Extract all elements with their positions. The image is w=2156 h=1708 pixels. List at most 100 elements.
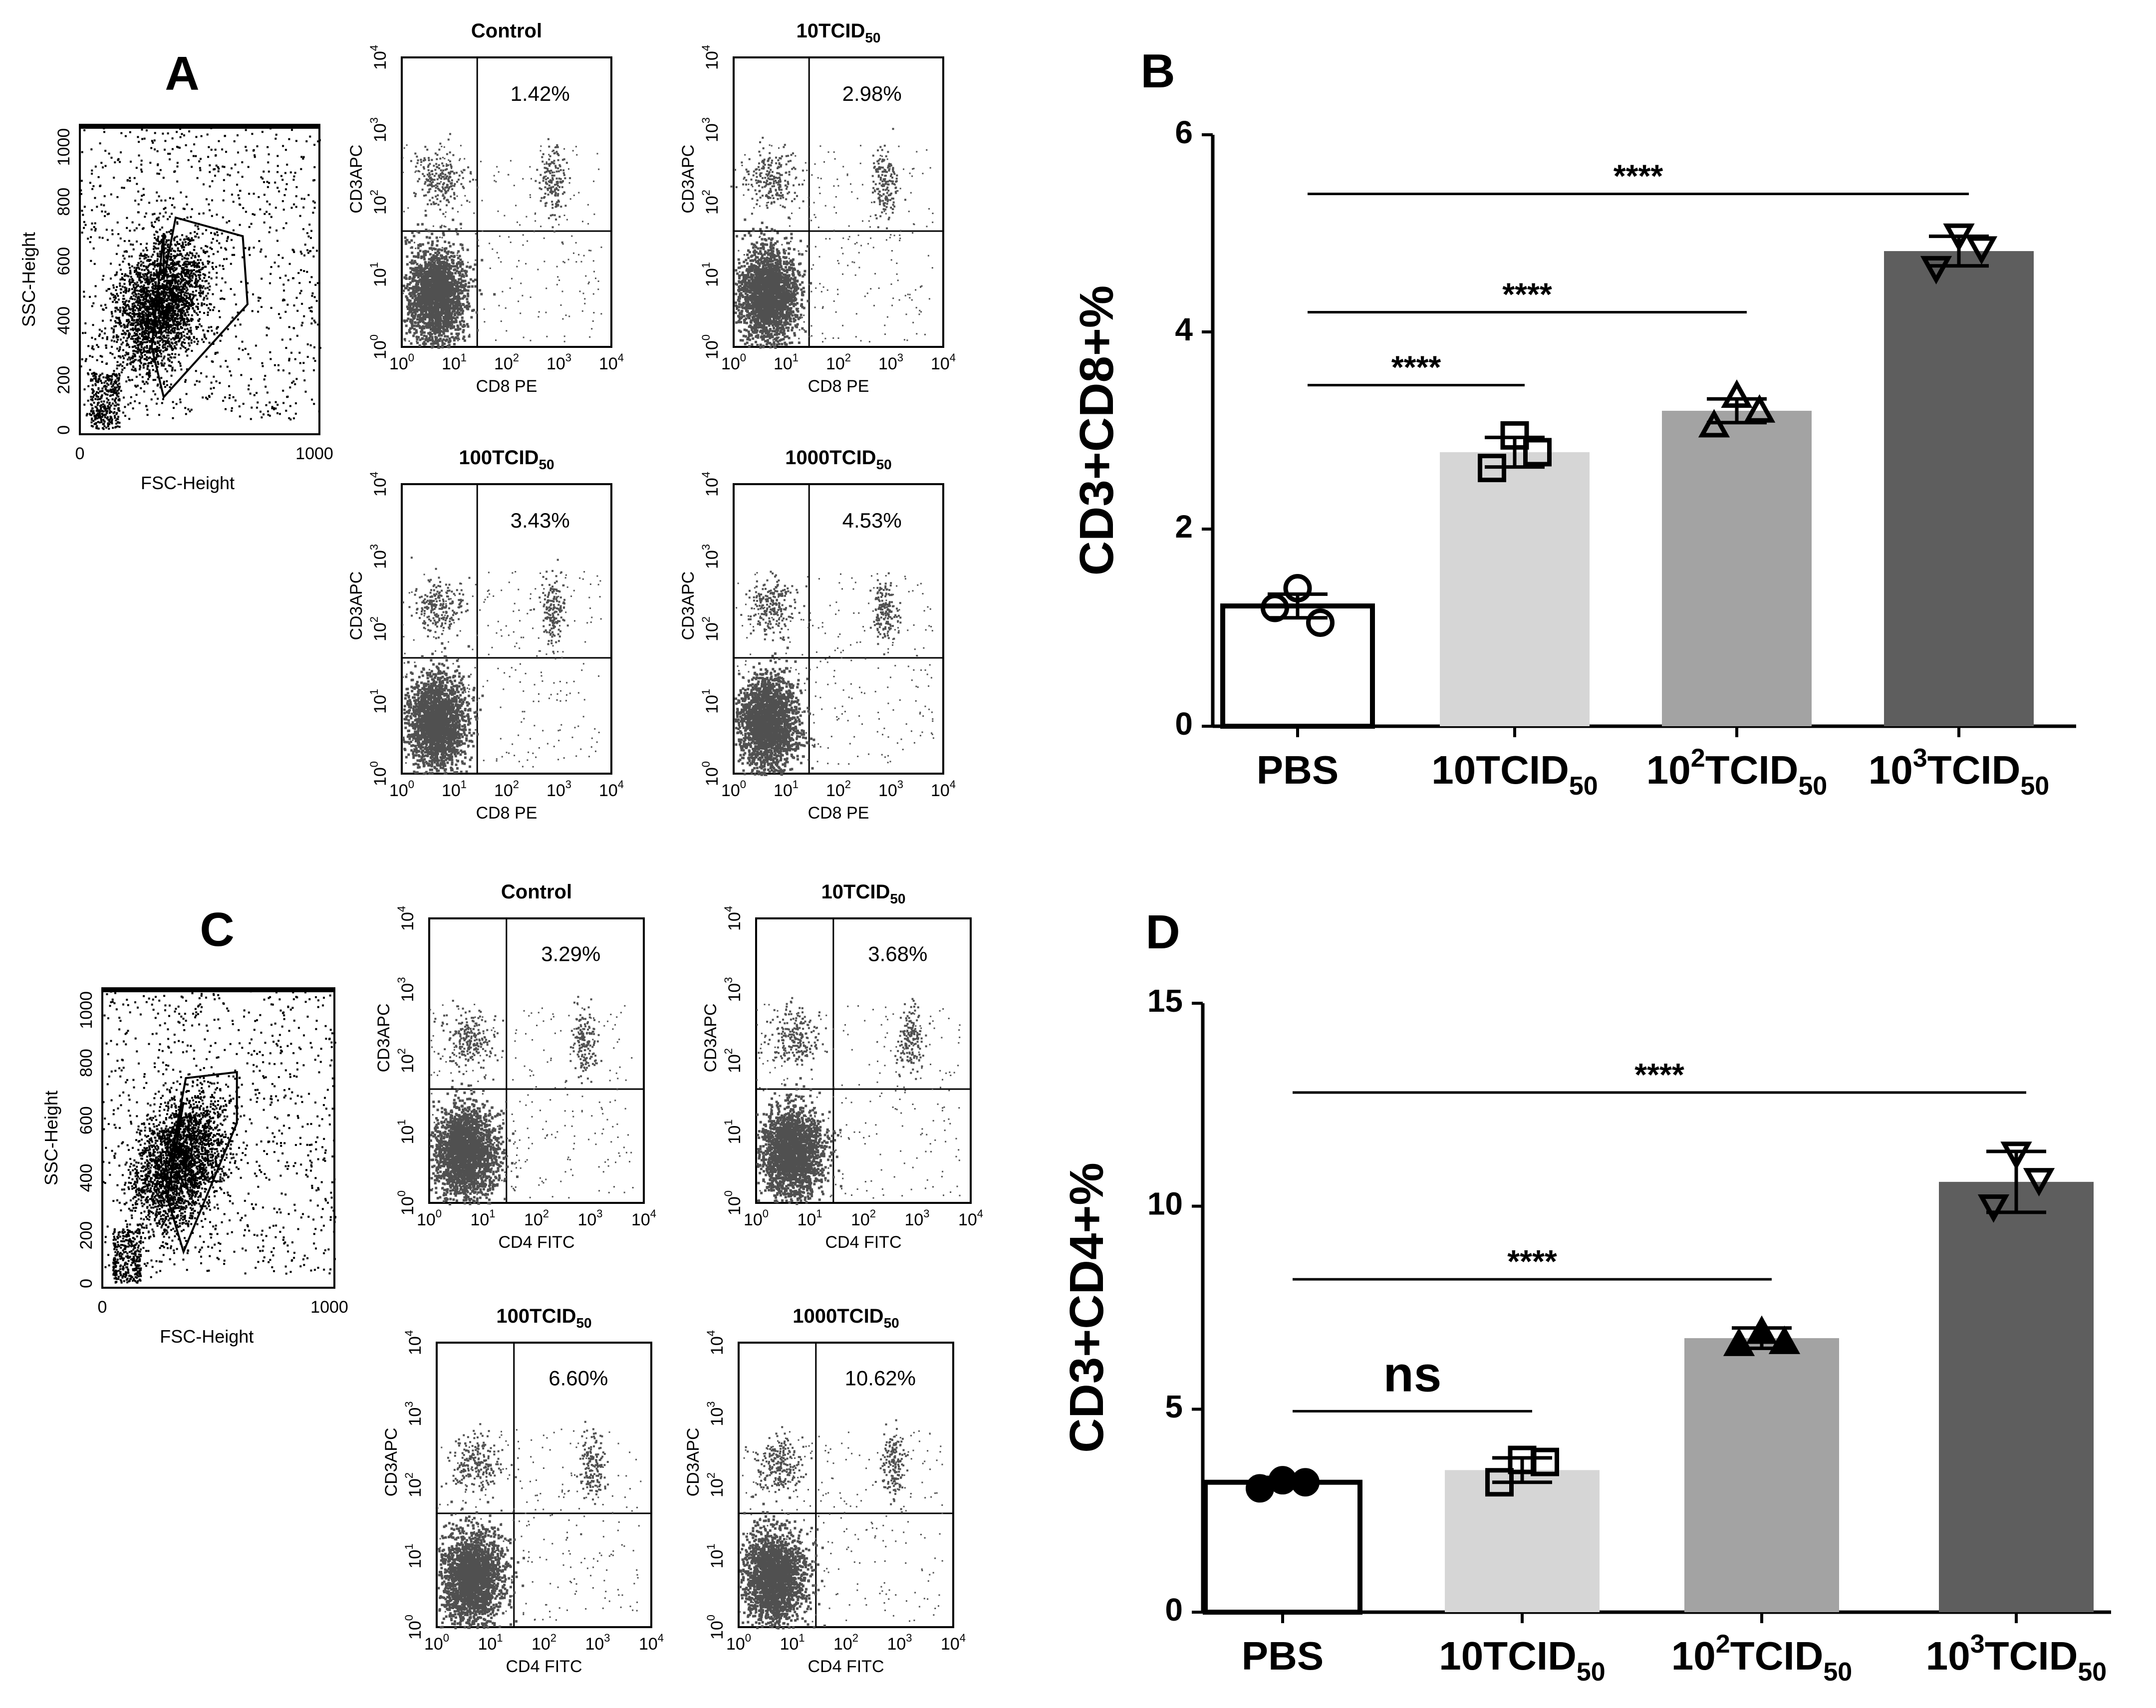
- ssc-tick-label: 600: [77, 1106, 96, 1135]
- x-channel-label: CD8 PE: [808, 377, 869, 396]
- log-tick-x: 102: [494, 778, 519, 800]
- log-tick-x: 100: [424, 1632, 449, 1654]
- log-tick-base: 10: [941, 1635, 960, 1654]
- log-tick-x: 100: [417, 1207, 442, 1229]
- log-tick-y: 103: [368, 544, 390, 569]
- log-tick-exp: 0: [408, 351, 414, 364]
- data-point: [1743, 394, 1776, 423]
- log-tick-x: 102: [494, 351, 519, 373]
- quad-events: [402, 557, 602, 775]
- log-tick-x: 101: [470, 1207, 495, 1229]
- log-tick-exp: 0: [740, 778, 746, 791]
- log-tick-exp: 3: [604, 1632, 610, 1644]
- y-channel-label: CD3APC: [679, 145, 698, 214]
- log-tick-x: 101: [774, 351, 799, 373]
- bar-0: [1220, 603, 1375, 729]
- quad-title-main: 1000TCID: [793, 1305, 883, 1327]
- quad-title-sub: 50: [576, 1315, 591, 1331]
- quadrant-plot-c-1000: 1000TCID5010.62%100100101101102102103103…: [684, 1305, 966, 1676]
- data-point: [2000, 1141, 2032, 1170]
- ssc-tick-label: 0: [54, 425, 73, 435]
- category-sub: 50: [2078, 1658, 2107, 1687]
- quad-title: 1000TCID50: [785, 447, 891, 472]
- data-point: [1965, 236, 1998, 265]
- log-tick-base: 10: [639, 1635, 658, 1654]
- log-tick-base: 10: [371, 268, 390, 287]
- log-tick-exp: 4: [705, 1330, 717, 1336]
- quadrant-plot-a-control: Control1.42%1001001011011021021031031041…: [347, 20, 624, 396]
- log-tick-base: 10: [931, 354, 950, 373]
- log-tick-base: 10: [389, 354, 408, 373]
- log-tick-y: 104: [700, 45, 722, 70]
- scatter-events: [80, 125, 321, 430]
- log-tick-exp: 1: [700, 262, 712, 268]
- log-tick-base: 10: [721, 354, 740, 373]
- log-tick-x: 103: [878, 778, 903, 800]
- log-tick-base: 10: [725, 1126, 744, 1144]
- ssc-tick-label: 600: [54, 247, 73, 276]
- quad-title-main: 1000TCID: [785, 447, 876, 469]
- y-channel-label: CD3APC: [374, 1003, 393, 1072]
- log-tick-base: 10: [797, 1210, 816, 1229]
- log-tick-x: 103: [904, 1207, 929, 1229]
- category-label-1: 10TCID50: [1439, 1634, 1605, 1687]
- quad-title-sub: 50: [890, 891, 905, 906]
- log-tick-exp: 3: [368, 544, 380, 550]
- significance-label-2: ****: [1614, 158, 1663, 194]
- ssc-tick-label: 400: [54, 306, 73, 335]
- category-sup: 3: [1913, 744, 1927, 773]
- log-tick-exp: 1: [461, 778, 467, 791]
- quad-events: [402, 133, 602, 349]
- log-tick-base: 10: [904, 1210, 923, 1229]
- gate-polygon: [150, 216, 249, 399]
- quadrant-percent: 3.29%: [541, 942, 600, 966]
- log-tick-exp: 4: [700, 45, 712, 51]
- category-sup: 2: [1716, 1630, 1730, 1659]
- log-tick-exp: 0: [700, 334, 712, 340]
- significance-label-0: ****: [1391, 349, 1441, 385]
- bar-1: [1445, 1470, 1600, 1612]
- log-tick-base: 10: [826, 781, 845, 800]
- log-tick-base: 10: [470, 1210, 489, 1229]
- y-axis-label: CD3+CD4+%: [1060, 1162, 1113, 1453]
- category-label-2: 102TCID50: [1671, 1630, 1852, 1687]
- log-tick-x: 101: [780, 1632, 805, 1654]
- category-base: 10TCID: [1431, 748, 1569, 792]
- log-tick-base: 10: [371, 51, 390, 70]
- category-sub: 50: [2020, 772, 2049, 801]
- log-tick-base: 10: [442, 781, 461, 800]
- log-tick-y: 104: [395, 906, 417, 931]
- ssc-tick-label: 400: [77, 1164, 96, 1192]
- log-tick-y: 100: [368, 761, 390, 786]
- log-tick-exp: 0: [408, 778, 414, 791]
- data-point: [1920, 256, 1952, 285]
- quad-frame: [733, 483, 944, 775]
- log-tick-base: 10: [708, 1478, 727, 1497]
- category-label-1: 10TCID50: [1431, 748, 1598, 801]
- log-tick-exp: 3: [705, 1401, 717, 1407]
- log-tick-x: 101: [478, 1632, 503, 1654]
- log-tick-y: 103: [368, 117, 390, 142]
- log-tick-y: 101: [722, 1119, 744, 1144]
- log-tick-exp: 2: [395, 1048, 408, 1054]
- category-base: 10TCID: [1439, 1634, 1577, 1678]
- log-tick-x: 101: [442, 351, 467, 373]
- ssc-tick-label: 800: [54, 188, 73, 216]
- log-tick-base: 10: [708, 1336, 727, 1355]
- log-tick-exp: 4: [977, 1207, 983, 1220]
- log-tick-x: 100: [389, 351, 414, 373]
- log-tick-y: 101: [700, 689, 722, 714]
- log-tick-exp: 2: [845, 778, 851, 791]
- log-tick-exp: 3: [395, 977, 408, 983]
- log-tick-base: 10: [406, 1336, 425, 1355]
- log-tick-x: 104: [631, 1207, 656, 1229]
- log-tick-exp: 1: [497, 1632, 503, 1644]
- category-base: 10: [1646, 748, 1691, 792]
- log-tick-base: 10: [703, 695, 722, 714]
- bar-3: [1884, 251, 2034, 726]
- log-tick-base: 10: [703, 622, 722, 641]
- category-sub: 50: [1798, 772, 1827, 801]
- log-tick-base: 10: [826, 354, 845, 373]
- quadrant-percent: 4.53%: [842, 509, 902, 532]
- ssc-tick-label: 1000: [54, 128, 73, 166]
